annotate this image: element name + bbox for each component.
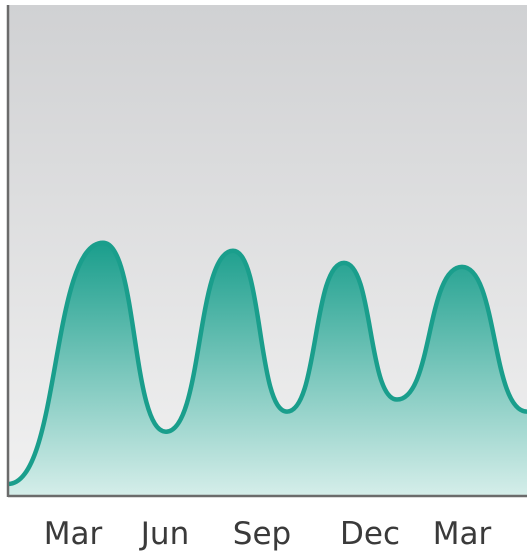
- x-tick-label: Dec: [340, 516, 400, 552]
- x-axis-tick-labels: Mar Jun Sep Dec Mar: [44, 516, 492, 552]
- x-tick-label: Mar: [433, 516, 492, 552]
- x-tick-label: Mar: [44, 516, 103, 552]
- area-fill: [8, 242, 527, 497]
- x-tick-label: Jun: [139, 516, 189, 552]
- x-tick-label: Sep: [233, 516, 291, 552]
- series-line: [7, 240, 527, 487]
